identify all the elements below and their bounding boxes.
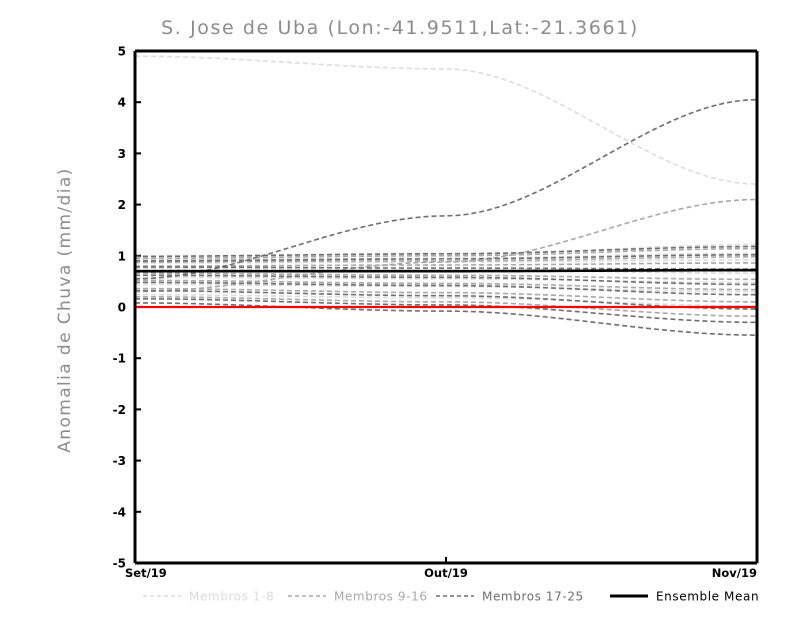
plot-lines [134,55,758,336]
plot-frame [133,49,759,565]
ensemble-mean-line [135,268,757,273]
x-tick-label: Out/19 [424,566,468,580]
y-tick-label: -4 [113,505,126,519]
member-line [135,272,758,281]
y-tick-label: 1 [118,249,126,263]
member-line [134,252,758,261]
member-line [135,274,758,286]
x-tick-label: Nov/19 [712,566,757,580]
legend-label: Membros 1-8 [189,590,274,604]
legend-label: Ensemble Mean [656,590,759,604]
legend-label: Membros 17-25 [482,590,584,604]
y-tick-label: -5 [113,557,126,571]
y-tick-labels: 5 4 3 2 1 0 -1 -2 -3 -4 -5 [113,45,126,571]
y-tick-label: 4 [118,96,126,110]
legend-label: Membros 9-16 [334,590,428,604]
y-tick-label: 3 [118,147,126,161]
y-tick-label: -2 [113,403,126,417]
member-line [134,266,757,270]
member-line [134,55,758,185]
y-tick-label: -3 [113,454,126,468]
y-tick-label: -1 [113,352,126,366]
member-line [134,98,758,280]
member-line [134,298,758,324]
member-line [135,262,757,267]
chart-title: S. Jose de Uba (Lon:-41.9511,Lat:-21.366… [161,17,639,39]
y-tick-label: 0 [118,301,126,315]
ensemble-mean-path [135,268,757,273]
y-tick-label: 5 [118,45,126,59]
member-line [134,247,758,260]
x-tick-labels: Set/19 Out/19 Nov/19 [125,566,757,580]
chart-legend: Membros 1-8 Membros 9-16 Membros 17-25 Ense… [143,590,759,604]
x-tick-label: Set/19 [125,566,167,580]
member-line [134,198,758,293]
y-tick-label: 2 [118,198,126,212]
